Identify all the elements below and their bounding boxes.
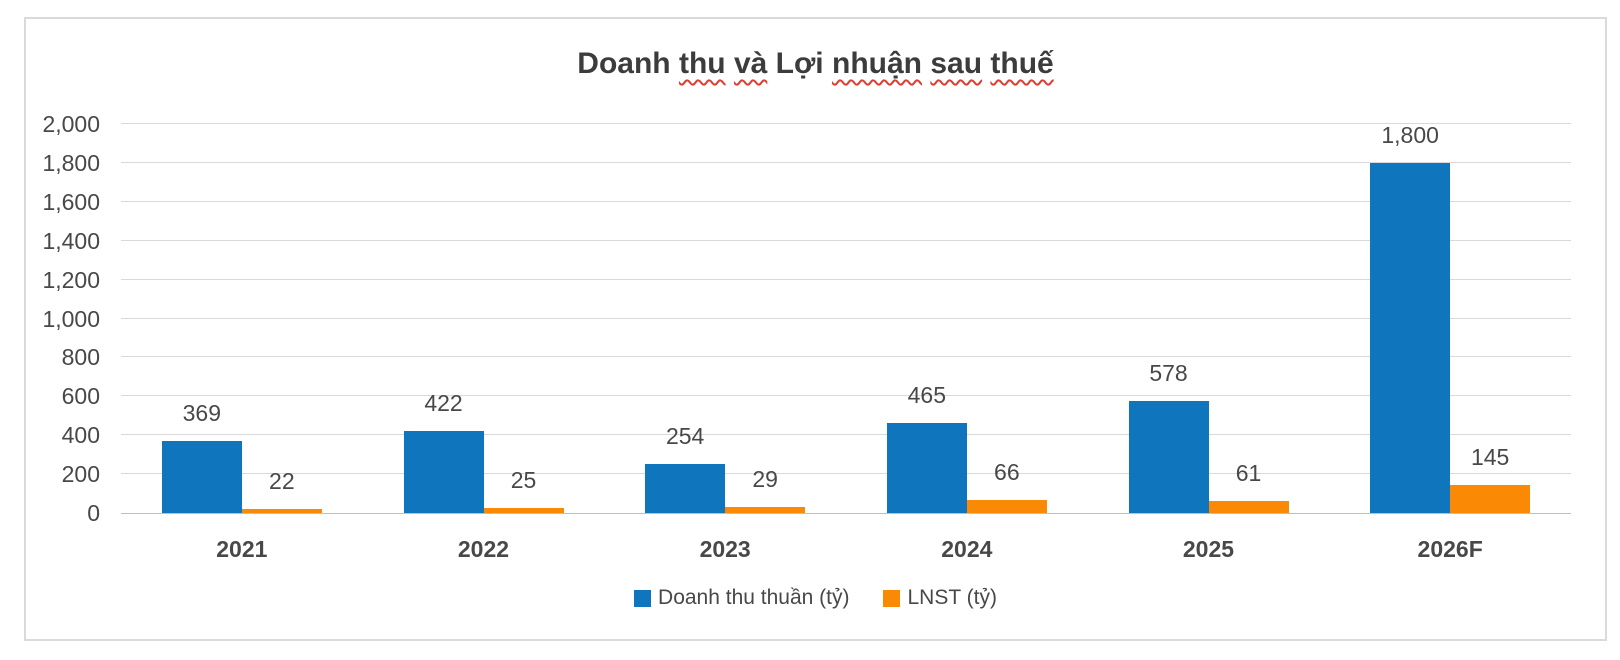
bar-value-label-profit-2021: 22 — [269, 468, 295, 494]
bar-value-label-revenue-2026F: 1,800 — [1381, 122, 1439, 148]
bar-value-label-profit-2023: 29 — [752, 466, 778, 492]
bar-revenue-2021 — [161, 441, 242, 513]
y-axis-tick-label: 0 — [87, 500, 100, 526]
plot-area: 369 22 422 25 254 29 465 66 578 61 1,800 145 — [121, 122, 1571, 514]
legend-item-revenue: Doanh thu thuần (tỷ) — [634, 586, 849, 610]
y-axis-tick-label: 1,800 — [42, 149, 100, 176]
title-word: Doanh — [577, 47, 671, 80]
legend-label-revenue: Doanh thu thuần (tỷ) — [658, 586, 850, 609]
y-axis-tick-label: 200 — [61, 461, 100, 488]
y-axis-tick-label: 1,600 — [42, 188, 100, 215]
bar-revenue-2022 — [403, 431, 484, 513]
bar-value-label-profit-2022: 25 — [510, 467, 537, 493]
gridline — [121, 317, 1571, 319]
legend-item-profit: LNST (tỷ) — [883, 586, 997, 610]
y-axis-tick-label: 800 — [61, 344, 100, 371]
x-axis-category-label-2023: 2023 — [699, 536, 751, 562]
y-axis-tick-label: 400 — [61, 422, 100, 449]
bar-value-label-revenue-2021: 369 — [182, 400, 222, 426]
bar-profit-2023 — [725, 507, 806, 513]
gridline — [121, 239, 1571, 241]
y-axis-tick-label: 1,000 — [42, 305, 100, 332]
gridline — [121, 200, 1571, 202]
x-axis-category-label-2021: 2021 — [216, 536, 268, 562]
legend-swatch-revenue — [634, 589, 652, 607]
chart-title: Doanh thu và Lợi nhuận sau thuế — [26, 45, 1605, 83]
title-word-misspelled: sau — [930, 47, 983, 80]
bar-profit-2022 — [483, 508, 564, 513]
x-axis: 2021 2022 2023 2024 2025 2026F — [121, 535, 1571, 565]
bar-revenue-2025 — [1128, 401, 1209, 513]
title-word-misspelled: thuế — [990, 47, 1054, 80]
y-axis-tick-label: 2,000 — [42, 111, 100, 137]
title-word-misspelled: thu — [678, 47, 726, 80]
legend-label-profit: LNST (tỷ) — [907, 586, 997, 609]
gridline — [121, 395, 1571, 397]
y-axis-tick-label: 600 — [61, 383, 100, 410]
bar-profit-2025 — [1208, 501, 1289, 513]
legend: Doanh thu thuần (tỷ) LNST (tỷ) — [26, 586, 1605, 610]
bar-value-label-profit-2025: 61 — [1235, 460, 1262, 486]
bar-revenue-2023 — [645, 464, 726, 513]
gridline — [121, 123, 1571, 124]
bar-profit-2021 — [241, 509, 322, 513]
y-axis-tick-label: 1,400 — [42, 227, 100, 254]
y-axis-tick-label: 1,200 — [42, 266, 100, 293]
gridline — [121, 161, 1571, 163]
bar-value-label-revenue-2022: 422 — [424, 390, 463, 416]
title-word-misspelled: và — [733, 47, 768, 80]
x-axis-category-label-2025: 2025 — [1182, 536, 1235, 562]
bar-value-label-revenue-2025: 578 — [1149, 360, 1188, 386]
gridline — [121, 473, 1571, 475]
x-axis-line — [121, 513, 1571, 514]
bar-profit-2024 — [966, 500, 1047, 513]
y-axis: 0 200 400 600 800 1,000 1,200 1,400 1,600 1,800 2,… — [26, 19, 100, 643]
x-axis-category-label-2022: 2022 — [457, 536, 510, 562]
title-word: Lợi — [775, 47, 824, 80]
bar-revenue-2024 — [886, 423, 967, 513]
legend-swatch-profit — [883, 589, 901, 607]
gridline — [121, 356, 1571, 358]
bar-value-label-revenue-2024: 465 — [907, 382, 947, 408]
title-word-misspelled: nhuận — [832, 47, 922, 80]
gridline — [121, 278, 1571, 280]
bar-value-label-revenue-2023: 254 — [665, 423, 705, 449]
bar-profit-2026F — [1450, 485, 1531, 513]
bar-value-label-profit-2026F: 145 — [1470, 444, 1510, 470]
bar-revenue-2026F — [1370, 163, 1451, 513]
x-axis-category-label-2024: 2024 — [941, 536, 993, 562]
gridline — [121, 434, 1571, 436]
chart-frame: Doanh thu và Lợi nhuận sau thuế 0 200 400 6… — [24, 17, 1607, 641]
x-axis-category-label-2026F: 2026F — [1417, 536, 1483, 562]
bar-value-label-profit-2024: 66 — [994, 459, 1020, 485]
